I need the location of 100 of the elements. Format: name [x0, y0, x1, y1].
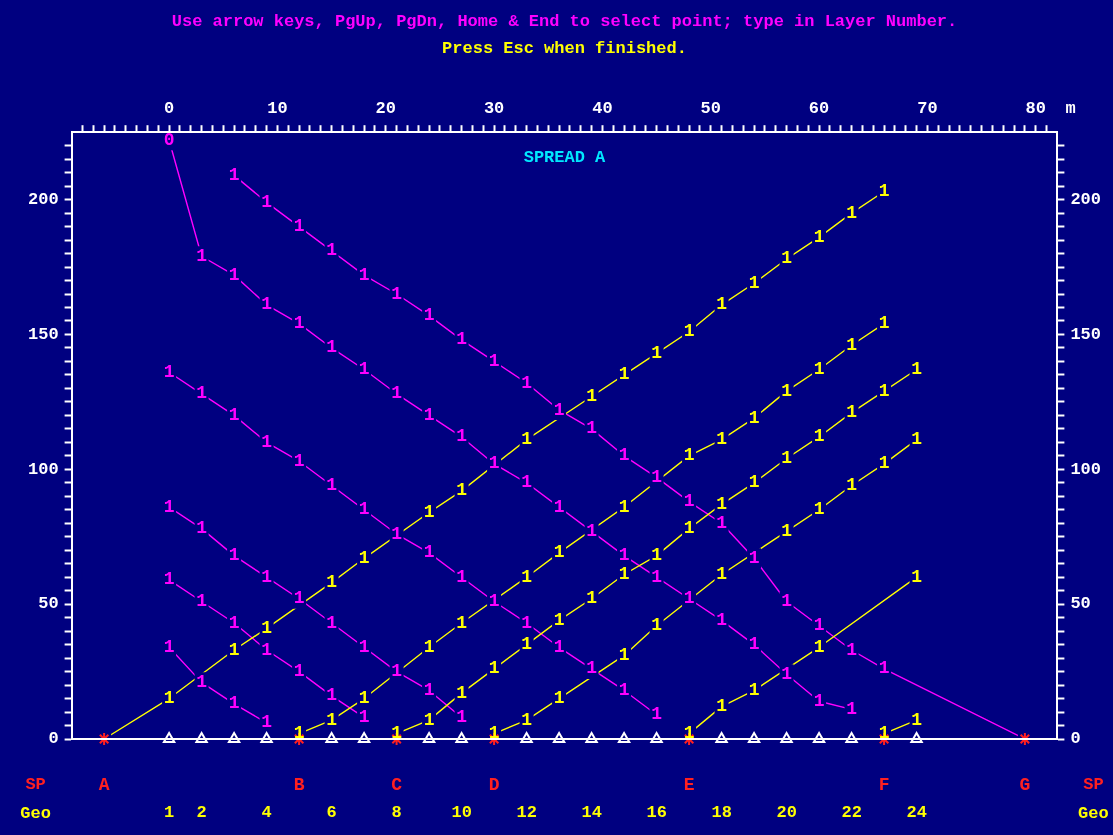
- annotation: 1: [228, 612, 240, 633]
- annotation: 1: [488, 658, 500, 679]
- annotation: 1: [196, 671, 208, 692]
- annotation: 1: [813, 690, 825, 711]
- annotation: 1: [228, 264, 240, 285]
- annotation: 1: [326, 612, 338, 633]
- annotation: 1: [163, 688, 175, 709]
- annotation: 1: [521, 566, 533, 587]
- annotation: 1: [228, 404, 240, 425]
- annotation: B: [293, 774, 305, 795]
- x-tick-label: 70: [917, 99, 938, 119]
- annotation: 1: [878, 380, 890, 401]
- annotation: 1: [488, 350, 500, 371]
- annotation: 1: [586, 386, 598, 407]
- annotation: 1: [391, 523, 403, 544]
- x2-axis-title: Geo: [1078, 804, 1109, 824]
- annotation: 1: [358, 499, 370, 520]
- annotation: 1: [813, 615, 825, 636]
- text: SP: [25, 775, 46, 795]
- annotation: 1: [326, 240, 338, 261]
- y-tick-label: 100: [28, 459, 59, 479]
- annotation: 1: [683, 588, 695, 609]
- x2-tick-label: 14: [581, 803, 602, 823]
- annotation: 1: [651, 342, 663, 363]
- x-tick-label: 40: [592, 99, 613, 119]
- x2-tick-label: 18: [711, 803, 732, 823]
- annotation: 1: [488, 590, 500, 611]
- annotation: 1: [196, 245, 208, 266]
- annotation: 1: [553, 609, 565, 630]
- annotation: 1: [781, 448, 793, 469]
- annotation: 1: [261, 639, 273, 660]
- annotation: 1: [423, 501, 435, 522]
- annotation: 1: [878, 313, 890, 334]
- y2-tick-label: 0: [1070, 729, 1081, 749]
- annotation: 1: [781, 380, 793, 401]
- annotation: SPREAD A: [523, 148, 607, 168]
- annotation: 1: [651, 566, 663, 587]
- annotation: 1: [261, 617, 273, 638]
- annotation: D: [488, 774, 500, 795]
- annotation: 1: [716, 493, 728, 514]
- annotation: 1: [456, 706, 468, 727]
- annotation: 1: [553, 399, 565, 420]
- annotation: 1: [618, 496, 630, 517]
- annotation: 1: [716, 512, 728, 533]
- annotation: 1: [813, 636, 825, 657]
- annotation: 1: [553, 496, 565, 517]
- annotation: C: [391, 774, 403, 795]
- annotation: 1: [813, 226, 825, 247]
- annotation: 1: [326, 709, 338, 730]
- x-tick-label: 30: [483, 99, 505, 119]
- annotation: 1: [326, 475, 338, 496]
- annotation: 1: [456, 612, 468, 633]
- annotation: 1: [586, 520, 598, 541]
- annotation: 1: [293, 588, 305, 609]
- annotation: 1: [878, 658, 890, 679]
- annotation: 1: [391, 383, 403, 404]
- annotation: 1: [423, 542, 435, 563]
- annotation: 1: [846, 402, 858, 423]
- annotation: 1: [293, 450, 305, 471]
- annotation: 1: [358, 264, 370, 285]
- annotation: 1: [651, 545, 663, 566]
- annotation: 1: [228, 693, 240, 714]
- annotation: G: [1019, 774, 1031, 795]
- annotation: 1: [521, 472, 533, 493]
- annotation: 1: [456, 566, 468, 587]
- annotation: 1: [358, 688, 370, 709]
- annotation: 1: [163, 496, 175, 517]
- annotation: 1: [716, 429, 728, 450]
- x-axis-title: m: [1065, 98, 1076, 118]
- x-tick-label: 50: [700, 99, 721, 119]
- annotation: 1: [748, 407, 760, 428]
- annotation: 1: [228, 639, 240, 660]
- annotation: 1: [423, 679, 435, 700]
- x-tick-label: 20: [375, 99, 396, 119]
- x2-tick-label: 10: [451, 803, 472, 823]
- annotation: 1: [846, 202, 858, 223]
- annotation: 1: [521, 709, 533, 730]
- x2-tick-label: 16: [646, 803, 667, 823]
- x-tick-label: 0: [164, 99, 175, 119]
- x2-tick-label: 24: [906, 803, 927, 823]
- annotation: 1: [163, 569, 175, 590]
- annotation: 1: [456, 329, 468, 350]
- annotation: 1: [846, 639, 858, 660]
- annotation: 1: [293, 661, 305, 682]
- annotation: 1: [651, 615, 663, 636]
- annotation: A: [98, 774, 110, 795]
- annotation: 1: [521, 429, 533, 450]
- annotation: 1: [781, 248, 793, 269]
- annotation: 1: [878, 453, 890, 474]
- annotation: 1: [781, 663, 793, 684]
- x2-tick-label: 12: [516, 803, 537, 823]
- y2-tick-label: 100: [1070, 459, 1101, 479]
- annotation: 1: [163, 636, 175, 657]
- annotation: 1: [423, 305, 435, 326]
- x-tick-label: 60: [808, 99, 830, 119]
- annotation: 1: [521, 634, 533, 655]
- x2-tick-label: 2: [196, 803, 207, 823]
- y-tick-label: 150: [28, 324, 59, 344]
- annotation: 1: [293, 313, 305, 334]
- annotation: 1: [781, 590, 793, 611]
